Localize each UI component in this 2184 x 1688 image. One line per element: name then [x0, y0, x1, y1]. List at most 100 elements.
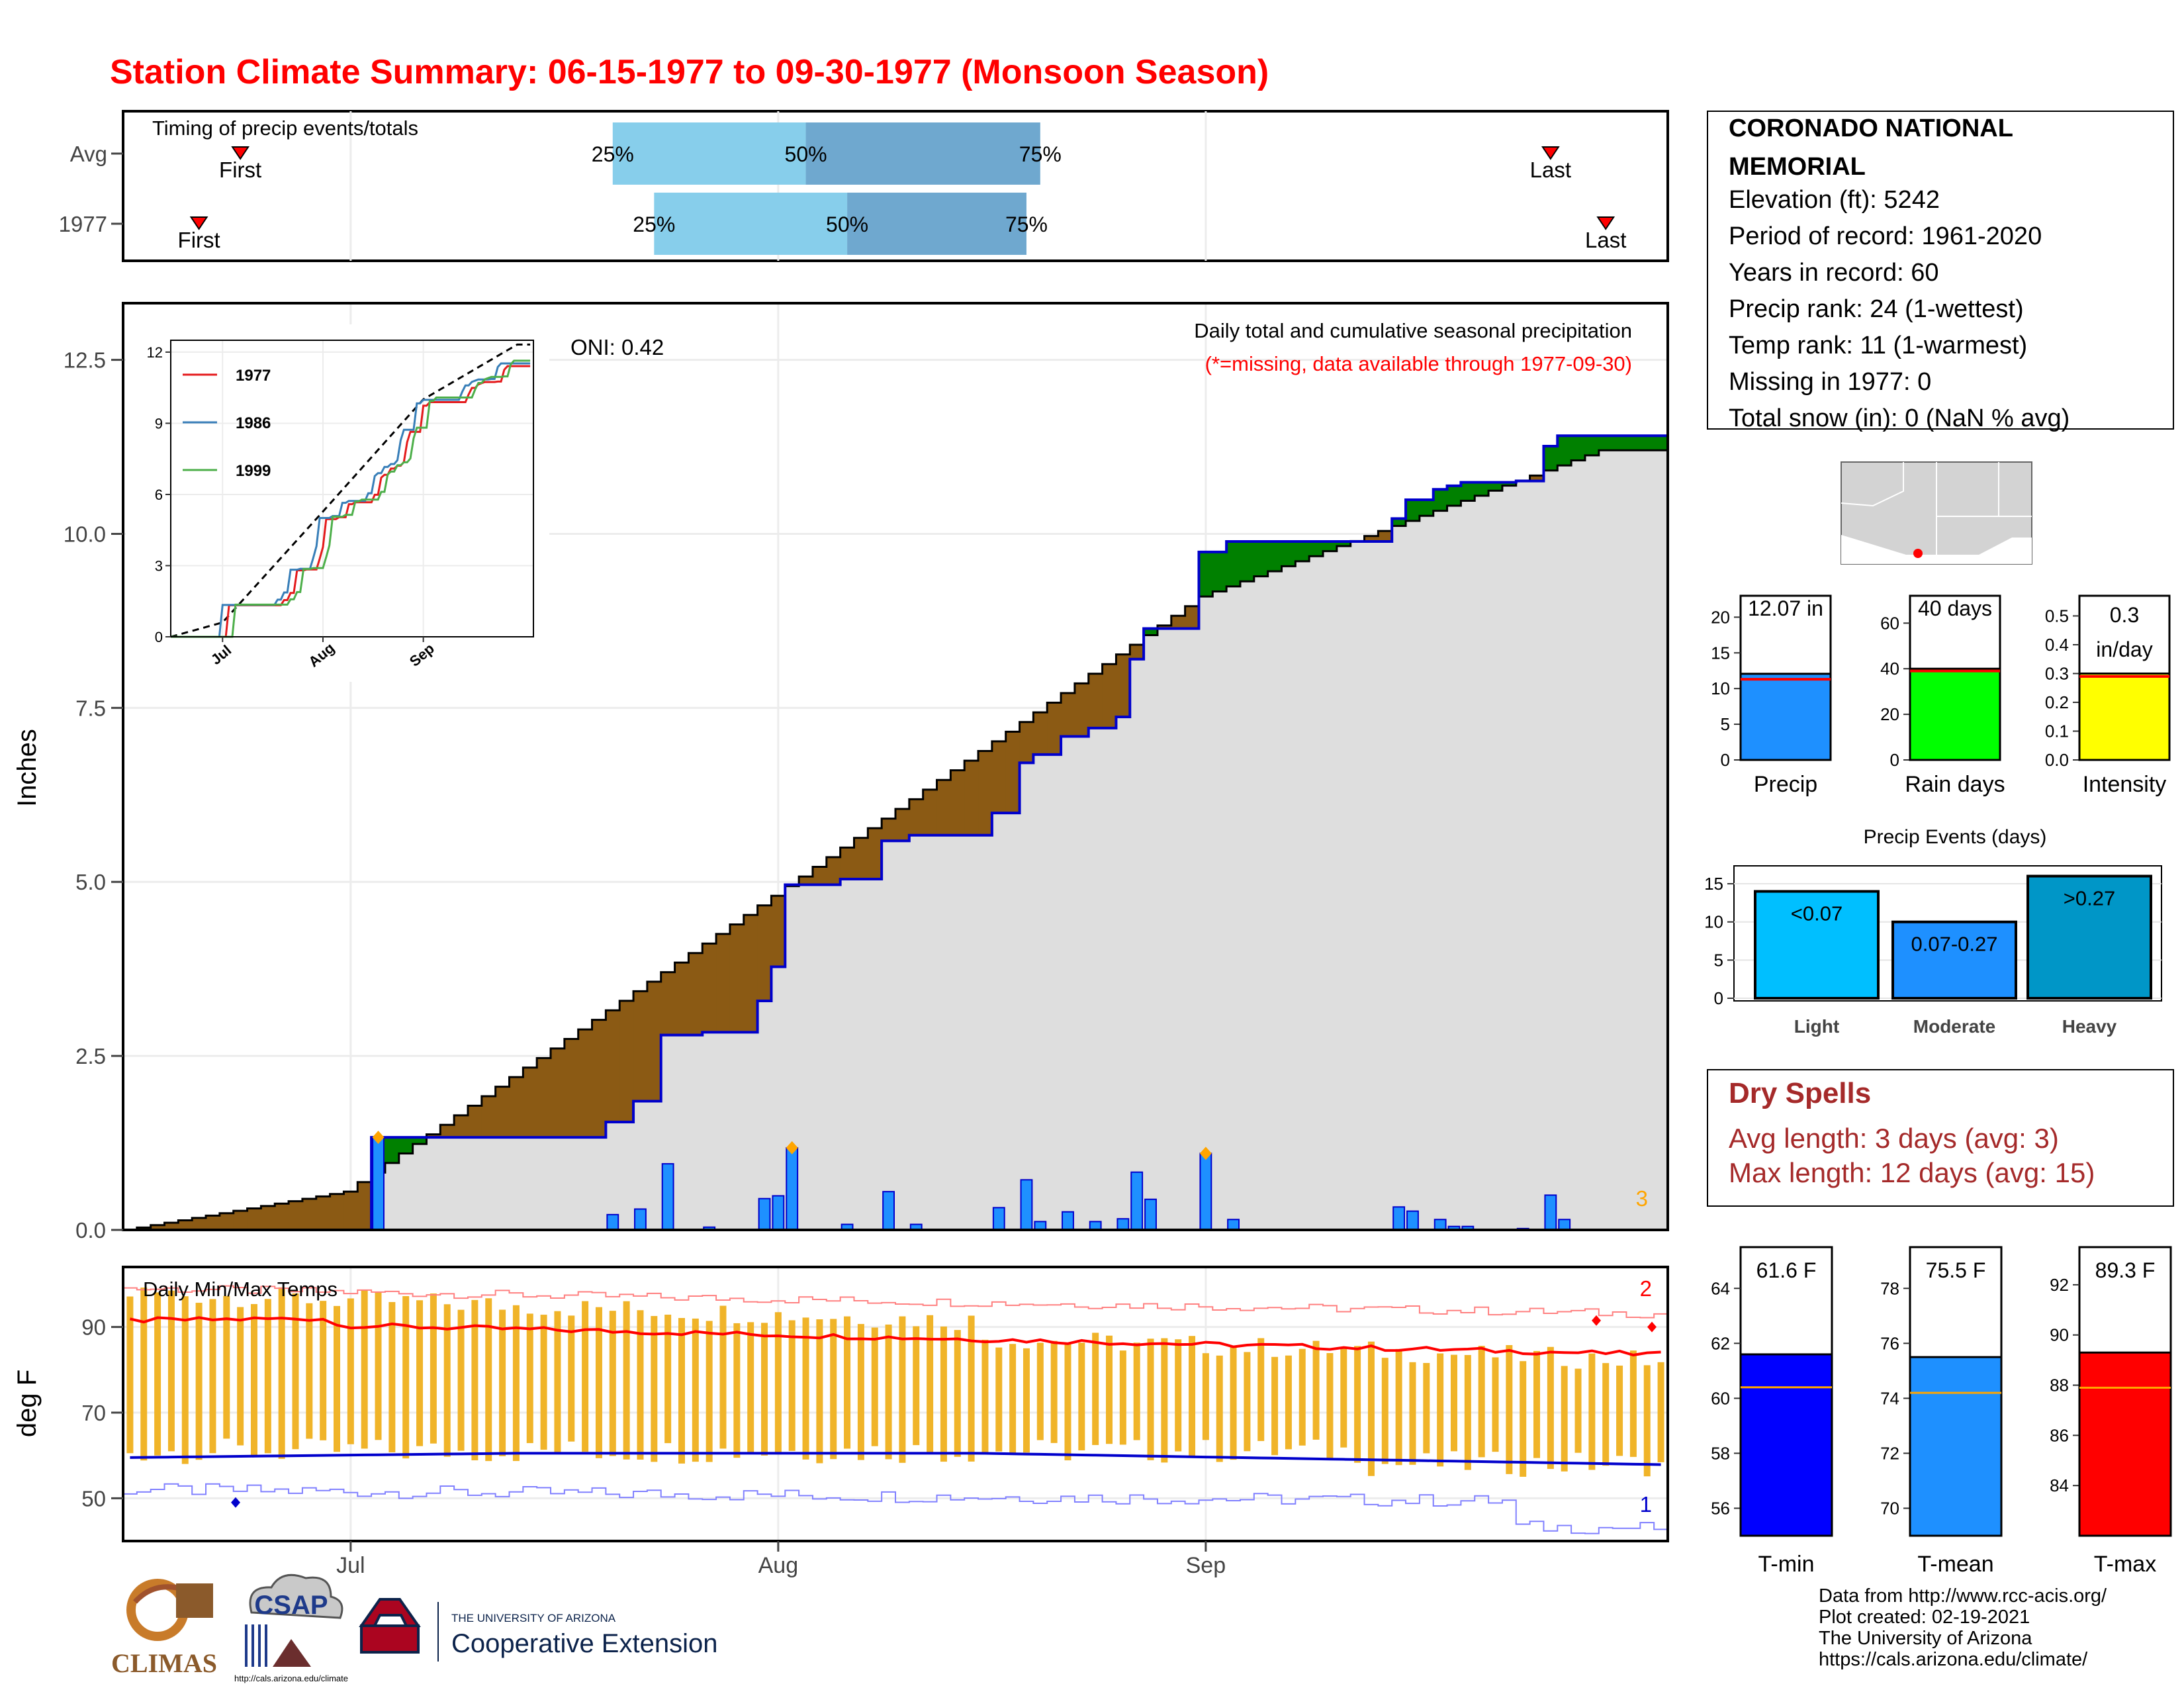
- daily-temp-range-bar: [430, 1293, 437, 1444]
- daily-temp-range-bar: [885, 1324, 892, 1460]
- avg-max-temp-line: [129, 1316, 1661, 1357]
- surplus-area: [1475, 482, 1489, 496]
- deficit-area: [1088, 673, 1103, 728]
- month-tick-label: Aug: [758, 1553, 799, 1578]
- last-event-marker-label: Last: [1585, 228, 1626, 252]
- mini-bar-tick-label: 0.2: [2045, 692, 2069, 712]
- daily-temp-range-bar: [1175, 1339, 1182, 1452]
- daily-temp-range-bar: [1492, 1357, 1499, 1452]
- daily-temp-range-bar: [512, 1305, 520, 1462]
- deficit-area: [757, 905, 772, 1002]
- daily-temp-range-bar: [1395, 1348, 1402, 1466]
- first-event-marker: [231, 146, 250, 160]
- daily-temp-range-bar: [1147, 1338, 1154, 1460]
- mini-bar-category-label: Precip: [1754, 772, 1817, 797]
- daily-temp-range-bar: [1478, 1346, 1485, 1458]
- deficit-area: [564, 1039, 579, 1138]
- extreme-precip-marker: [372, 1131, 385, 1145]
- daily-temp-range-bar: [1257, 1338, 1265, 1441]
- precip-ytick-label: 2.5: [75, 1044, 106, 1068]
- daily-temp-range-bar: [1629, 1350, 1637, 1457]
- daily-temp-range-bar: [416, 1300, 424, 1446]
- ua-small-text: THE UNIVERSITY OF ARIZONA: [451, 1612, 616, 1624]
- daily-temp-range-bar: [443, 1304, 451, 1457]
- station-info-line: Precip rank: 24 (1-wettest): [1729, 295, 2024, 323]
- surplus-area: [1253, 541, 1269, 577]
- temp-bar-category-label: T-mean: [1917, 1552, 1993, 1577]
- footer-source: Data from http://www.rcc-acis.org/: [1819, 1585, 2107, 1607]
- events-bar-value-label: 0.07-0.27: [1911, 933, 1998, 956]
- mini-bar-tick-label: 0.3: [2045, 663, 2069, 683]
- daily-temp-range-bar: [1230, 1346, 1237, 1460]
- deficit-area: [592, 1019, 606, 1138]
- surplus-area: [1144, 628, 1158, 635]
- deficit-area: [551, 1048, 565, 1138]
- timing-row-avg-label: Avg: [70, 142, 107, 166]
- deficit-area: [991, 741, 1007, 814]
- inset-legend-label: 1977: [236, 367, 271, 385]
- temp-bar-tick-label: 76: [1880, 1333, 1899, 1353]
- surplus-area: [1336, 541, 1351, 546]
- deficit-area: [771, 896, 786, 967]
- temp-bar-category-label: T-max: [2094, 1552, 2156, 1577]
- temp-bar-tick-label: 84: [2050, 1476, 2069, 1495]
- daily-temp-range-bar: [554, 1311, 561, 1454]
- deficit-area: [578, 1029, 593, 1138]
- deficit-area: [702, 943, 717, 1033]
- daily-temp-range-bar: [292, 1293, 299, 1450]
- daily-temp-range-bar: [126, 1296, 134, 1454]
- daily-temp-range-bar: [154, 1292, 161, 1456]
- daily-temp-range-bar: [1464, 1354, 1471, 1470]
- daily-temp-range-bar: [1133, 1342, 1140, 1440]
- deficit-area: [1005, 731, 1021, 814]
- mini-bar-tick-label: 0.1: [2045, 721, 2069, 741]
- daily-temp-range-bar: [1285, 1355, 1292, 1450]
- daily-temp-range-bar: [278, 1287, 285, 1459]
- daily-temp-range-bar: [361, 1290, 368, 1449]
- oni-label: ONI: 0.42: [570, 335, 664, 359]
- deficit-area: [1171, 616, 1186, 629]
- last-event-marker: [1541, 146, 1560, 160]
- avg-cumulative-area: [123, 450, 1668, 1231]
- mini-bar-category-label: Intensity: [2083, 772, 2167, 797]
- station-location-dot: [1913, 549, 1923, 558]
- daily-temp-range-bar: [209, 1299, 216, 1454]
- daily-precip-bar: [1433, 1219, 1447, 1231]
- daily-temp-range-bar: [1064, 1344, 1071, 1461]
- daily-temp-range-bar: [940, 1326, 947, 1462]
- daily-precip-bar: [1406, 1210, 1419, 1231]
- temp-bar-value-label: 89.3 F: [2095, 1258, 2156, 1282]
- timing-pct-label: 25%: [592, 142, 634, 166]
- surplus-area: [1267, 541, 1282, 572]
- events-tick-label: 15: [1704, 874, 1723, 894]
- daily-temp-range-bar: [995, 1347, 1003, 1452]
- station-info-box: CORONADO NATIONAL MEMORIAL Elevation (ft…: [1707, 111, 2174, 432]
- temp-bar-tick-label: 64: [1711, 1278, 1730, 1298]
- daily-temp-range-bar: [1450, 1354, 1457, 1452]
- deficit-area: [1033, 712, 1048, 755]
- deficit-area: [674, 962, 689, 1035]
- daily-temp-range-bar: [140, 1288, 148, 1461]
- surplus-area: [1461, 482, 1475, 501]
- deficit-area: [261, 1205, 275, 1230]
- deficit-area: [854, 837, 868, 880]
- deficit-area: [882, 818, 896, 841]
- daily-temp-range-bar: [1561, 1366, 1568, 1472]
- station-info-line: Total snow (in): 0 (NaN % avg): [1729, 404, 2070, 432]
- surplus-area: [1626, 436, 1641, 451]
- daily-temp-range-bar: [651, 1316, 658, 1462]
- climas-logo: CLIMAS: [111, 1579, 217, 1678]
- temp-bar-tick-label: 62: [1711, 1333, 1730, 1353]
- daily-temp-range-bar: [1271, 1356, 1279, 1456]
- surplus-area: [1323, 541, 1338, 551]
- station-info-line: Years in record: 60: [1729, 259, 1939, 287]
- precip-ytick-label: 7.5: [75, 696, 106, 720]
- timing-q1-bar: [654, 193, 848, 255]
- daily-temp-range-bar: [237, 1307, 244, 1446]
- daily-temp-range-bar: [375, 1291, 382, 1440]
- deficit-area: [812, 867, 827, 885]
- daily-temp-range-bar: [1092, 1333, 1099, 1445]
- ua-logo: THE UNIVERSITY OF ARIZONA Cooperative Ex…: [359, 1598, 717, 1662]
- mini-bar-tick-label: 15: [1711, 643, 1730, 663]
